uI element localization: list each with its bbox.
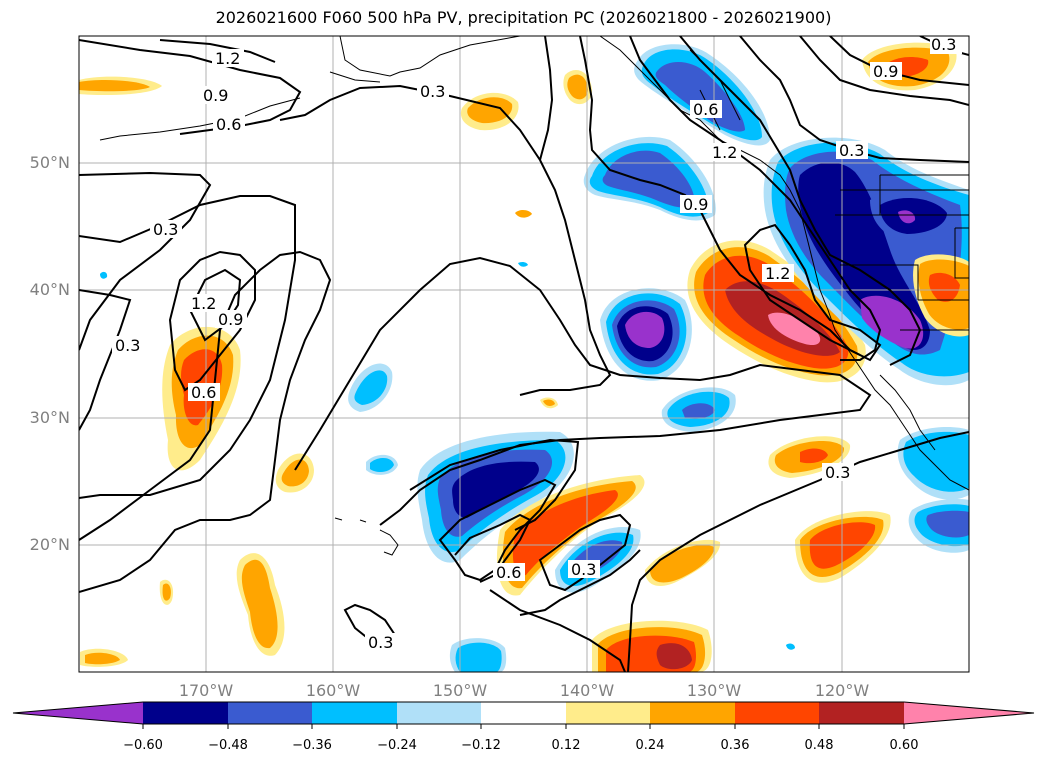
precip-area [162, 583, 171, 601]
map-frame [78, 35, 970, 673]
lat-label-20n: 20°N [29, 535, 70, 554]
precip-area [800, 448, 828, 464]
precip-area [898, 210, 916, 224]
lon-label-120w: 120°W [814, 681, 870, 700]
precip-area [354, 370, 388, 405]
colorbar-tick-label: 0.36 [720, 738, 750, 753]
precip-area [655, 61, 745, 132]
contour-label: 0.3 [153, 220, 178, 239]
precipitation-shading [79, 42, 969, 672]
colorbar-tick-label: −0.60 [123, 738, 163, 753]
contour-label: 0.9 [203, 86, 228, 105]
colorbar-tick-label: −0.24 [377, 738, 417, 753]
lon-label-170w: 170°W [178, 681, 234, 700]
colorbar-segment [143, 702, 228, 724]
precip-area [370, 457, 394, 473]
precip-area [455, 642, 502, 672]
contour-label: 0.6 [216, 115, 241, 134]
colorbar-tick-label: 0.60 [889, 738, 919, 753]
contour-label: 0.3 [839, 141, 864, 160]
precip-area [768, 312, 821, 346]
lon-label-130w: 130°W [686, 681, 742, 700]
map-title: 2026021600 F060 500 hPa PV, precipitatio… [215, 8, 832, 27]
precip-area [512, 490, 618, 576]
lat-label-50n: 50°N [29, 153, 70, 172]
precip-area [786, 643, 795, 650]
precip-area [515, 210, 532, 218]
contour-label: 0.3 [825, 463, 850, 482]
precip-area [241, 559, 278, 649]
colorbar-segment [397, 702, 481, 724]
colorbar-tick-label: 0.24 [635, 738, 665, 753]
contour-label: 0.9 [218, 310, 243, 329]
colorbar [12, 701, 1035, 729]
precip-area [567, 74, 588, 100]
contour-label: 1.2 [215, 49, 240, 68]
contour-label-group: 1.2 0.9 0.6 0.3 0.3 0.3 1.2 0.9 0.3 0.6 … [112, 35, 962, 652]
precip-area [656, 643, 692, 670]
precip-area [926, 510, 969, 538]
colorbar-tick-label: −0.36 [292, 738, 332, 753]
lon-label-140w: 140°W [559, 681, 615, 700]
pv-contours [79, 36, 969, 672]
colorbar-tick-label: 0.12 [551, 738, 581, 753]
colorbar-extend-right [904, 702, 1034, 724]
precip-area [682, 403, 715, 419]
colorbar-segment [312, 702, 397, 724]
precip-area [85, 652, 120, 665]
precip-area [452, 461, 539, 518]
precip-area [903, 431, 969, 492]
colorbar-tick-label: −0.12 [461, 738, 501, 753]
lon-label-150w: 150°W [432, 681, 488, 700]
precip-area [650, 545, 715, 583]
precip-area [928, 272, 960, 302]
contour-label: 0.3 [571, 560, 596, 579]
colorbar-segment [481, 702, 566, 724]
precip-area [518, 261, 528, 267]
contour-label: 0.3 [931, 35, 956, 54]
contour-label: 0.3 [420, 82, 445, 101]
colorbar-tick-label: −0.48 [208, 738, 248, 753]
precip-area [79, 79, 150, 92]
colorbar-segment [819, 702, 904, 724]
colorbar-segment [228, 702, 312, 724]
precip-area [625, 311, 665, 348]
lon-label-160w: 160°W [305, 681, 361, 700]
contour-label: 0.3 [368, 633, 393, 652]
contour-label: 0.9 [683, 195, 708, 214]
colorbar-segment [735, 702, 819, 724]
contour-label: 0.3 [115, 336, 140, 355]
precip-area [281, 459, 309, 487]
contour-label: 0.9 [873, 62, 898, 81]
contour-label: 1.2 [712, 143, 737, 162]
colorbar-extend-left [13, 702, 143, 724]
precip-area [100, 271, 108, 279]
colorbar-tick-label: 0.48 [804, 738, 834, 753]
contour-label: 0.6 [496, 563, 521, 582]
contour-label: 1.2 [191, 294, 216, 313]
colorbar-segment [566, 702, 650, 724]
contour-label: 0.6 [191, 383, 216, 402]
contour-label: 1.2 [765, 264, 790, 283]
precip-area [543, 399, 555, 406]
precip-area [860, 295, 924, 349]
precip-area [602, 150, 695, 208]
lat-label-30n: 30°N [29, 408, 70, 427]
colorbar-segment [650, 702, 735, 724]
lat-label-40n: 40°N [29, 280, 70, 299]
